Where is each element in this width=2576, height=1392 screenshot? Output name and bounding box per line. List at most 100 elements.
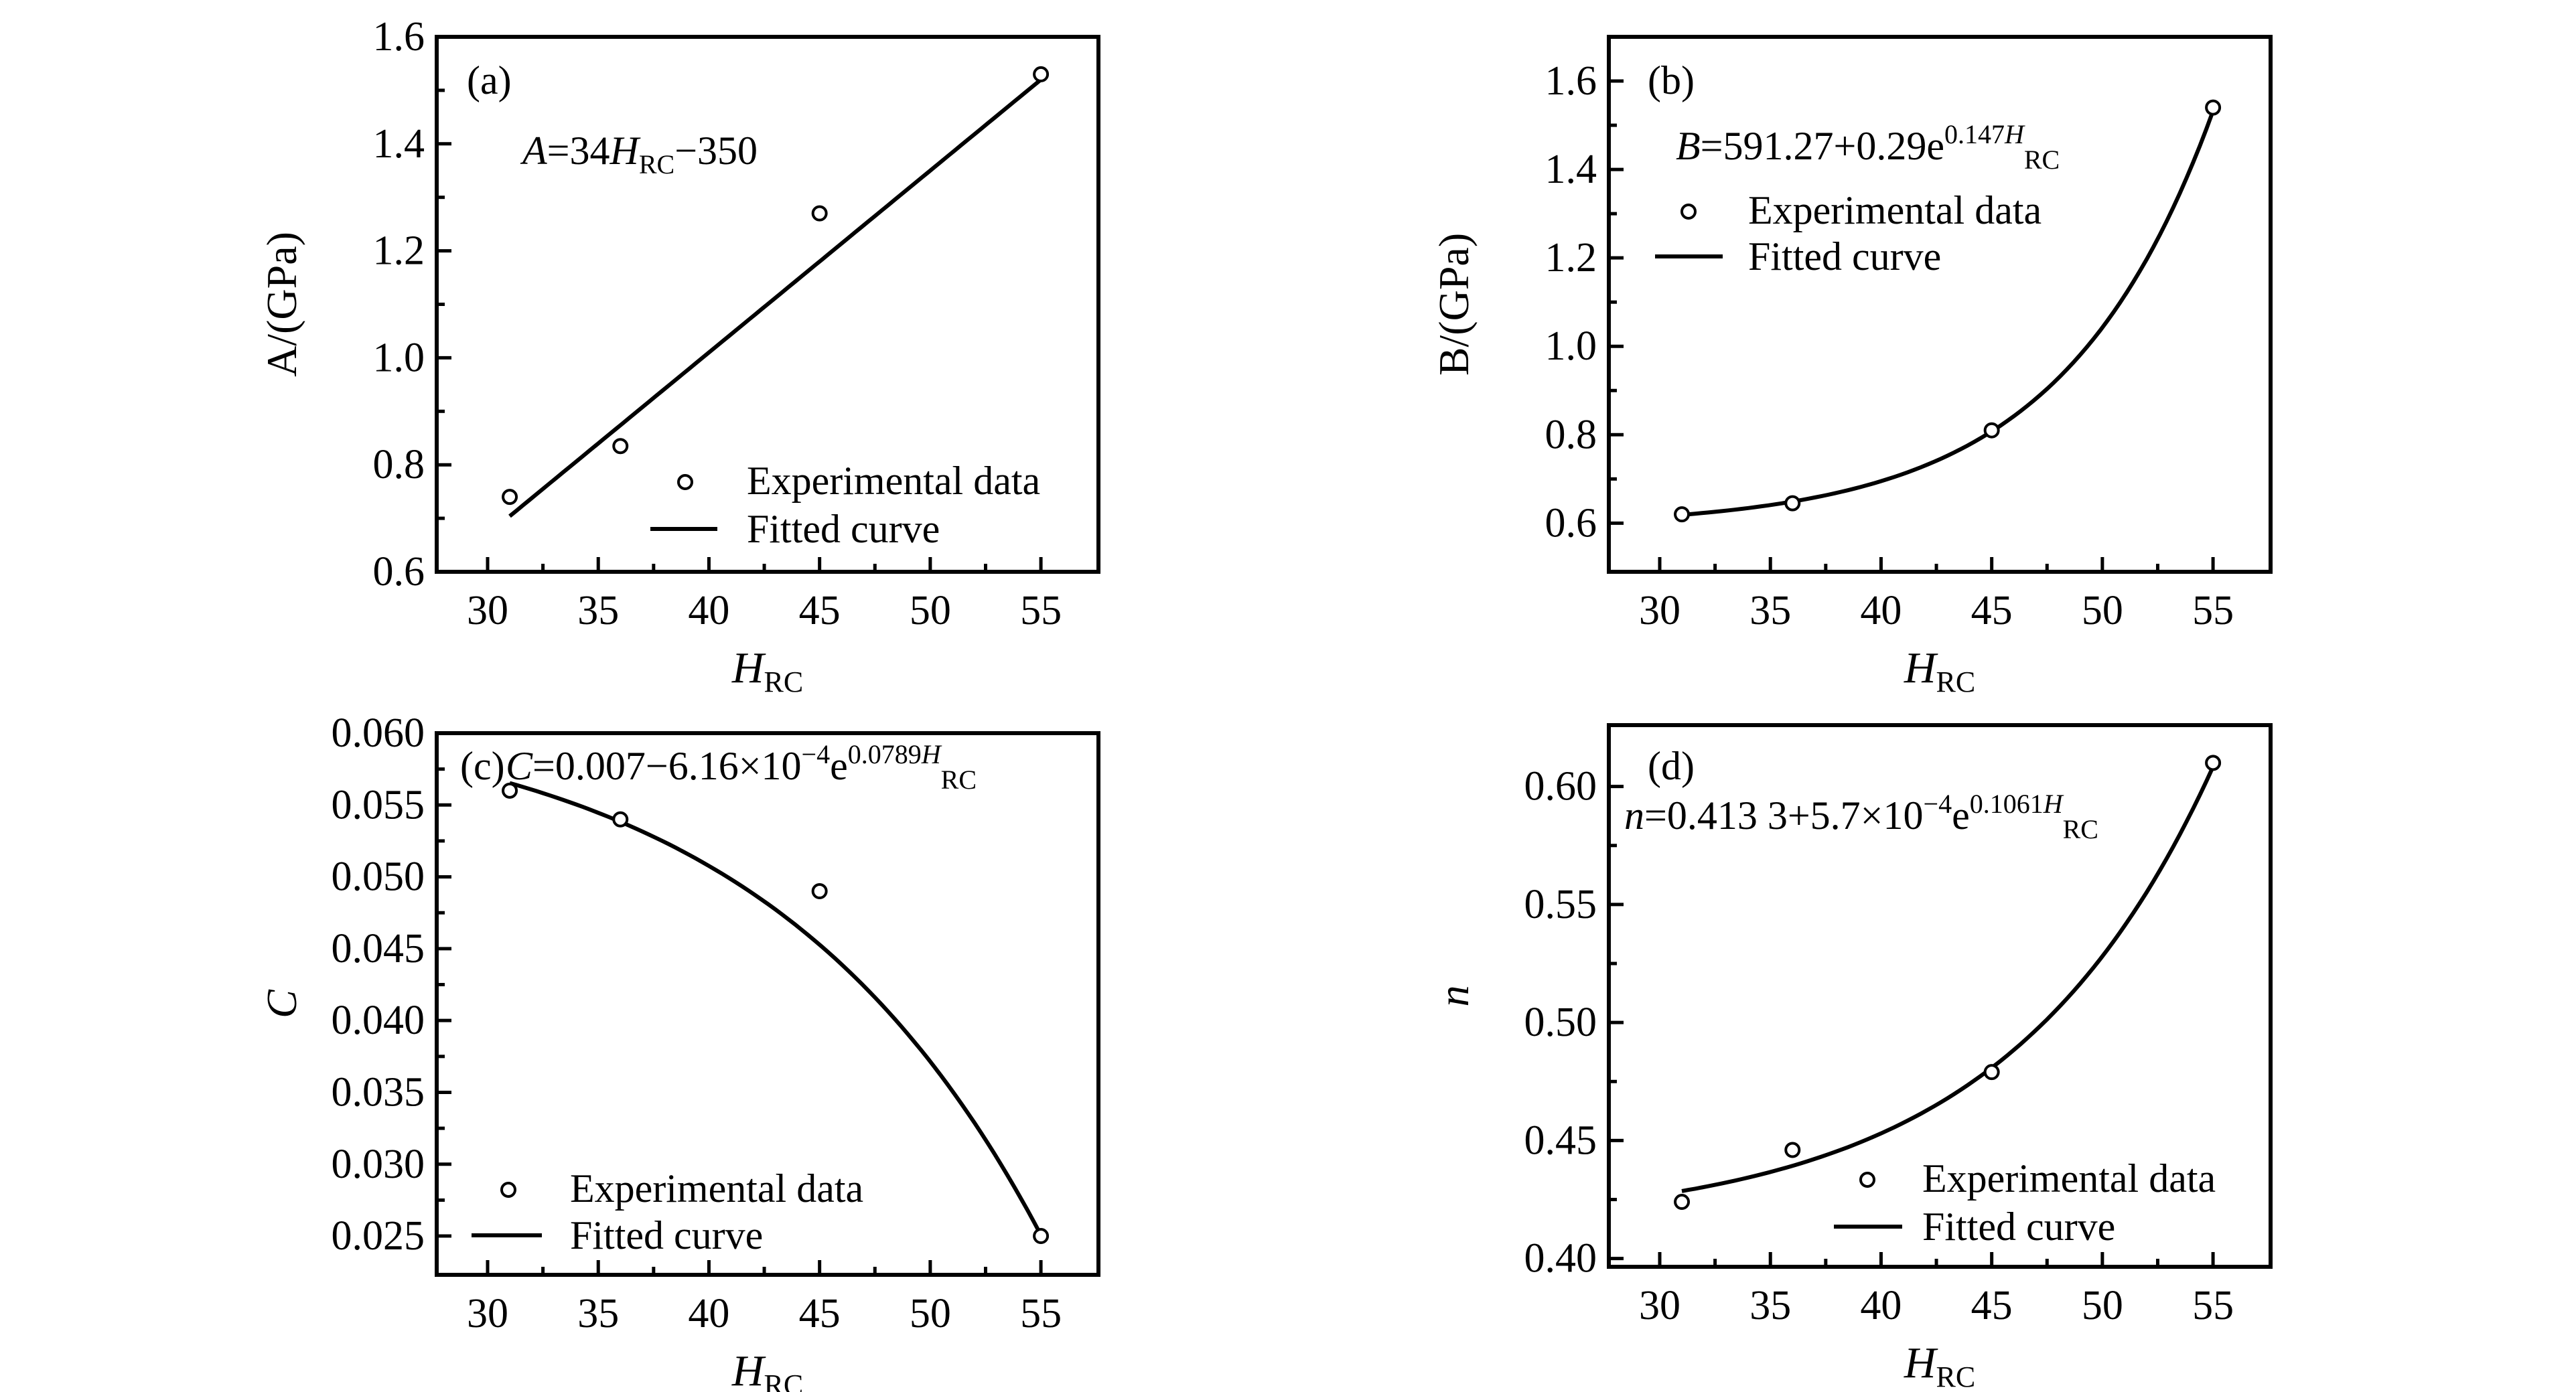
equation-part: =591.27+0.29e xyxy=(1701,124,1944,168)
x-tick-label: 35 xyxy=(577,1291,619,1336)
fitted-curve xyxy=(1681,110,2215,517)
panel-label: (b) xyxy=(1648,58,1695,102)
x-tick-label: 40 xyxy=(688,588,729,633)
y-tick-label: 0.60 xyxy=(1524,764,1597,809)
legend-label-fitted: Fitted curve xyxy=(570,1213,763,1257)
x-tick-label: 45 xyxy=(1971,588,2013,633)
x-tick-label: 40 xyxy=(1860,1283,1902,1328)
y-tick-label: 1.4 xyxy=(373,121,425,167)
x-tick-label: 30 xyxy=(467,1291,508,1336)
equation-part: =0.007−6.16×10 xyxy=(532,744,802,788)
x-axis-label-sub: RC xyxy=(764,1369,803,1392)
equation-part: H xyxy=(921,739,942,769)
equation-part: RC xyxy=(2063,814,2098,844)
equation-part: n xyxy=(1624,793,1644,838)
y-tick-label: 1.6 xyxy=(373,14,425,60)
x-tick-label: 55 xyxy=(2192,1283,2234,1328)
x-axis-label-main: H xyxy=(731,1346,766,1392)
x-tick-label: 55 xyxy=(1020,588,1062,633)
experimental-data-point xyxy=(502,489,518,506)
y-tick-label: 0.025 xyxy=(332,1213,425,1259)
equation-part: e xyxy=(1952,793,1970,838)
experimental-data-point xyxy=(502,782,518,799)
y-tick-label: 1.4 xyxy=(1545,147,1597,192)
equation-part: =34 xyxy=(547,129,610,173)
fitted-curve xyxy=(1681,765,2215,1193)
equation-part: H xyxy=(2004,119,2025,149)
equation-part: H xyxy=(610,129,642,173)
experimental-data-point xyxy=(1983,1064,2000,1081)
fit-equation: n=0.413 3+5.7×10−4e0.1061HRC xyxy=(1624,789,2098,844)
legend-marker-experimental xyxy=(677,474,693,490)
plot-frame xyxy=(435,731,1100,1277)
y-tick-label: 0.8 xyxy=(1545,412,1597,457)
x-tick-label: 40 xyxy=(688,1291,729,1336)
x-tick-label: 55 xyxy=(2192,588,2234,633)
x-axis-label: HRC xyxy=(731,1346,803,1392)
experimental-data-point xyxy=(612,438,629,455)
y-tick-label: 1.2 xyxy=(373,228,425,274)
y-tick-label: 1.6 xyxy=(1545,58,1597,104)
fitted-curve xyxy=(509,781,1043,1237)
x-tick-label: 35 xyxy=(1749,1283,1791,1328)
legend-label-experimental: Experimental data xyxy=(1748,188,2042,232)
y-tick-label: 0.030 xyxy=(332,1142,425,1187)
x-axis-label-main: H xyxy=(731,643,766,692)
y-tick-label: 1.2 xyxy=(1545,235,1597,281)
plot-frame xyxy=(1607,723,2273,1269)
y-tick-label: 0.50 xyxy=(1524,1000,1597,1045)
legend-label-experimental: Experimental data xyxy=(570,1166,863,1211)
panel-label: (c) xyxy=(460,744,505,788)
x-tick-label: 50 xyxy=(910,588,951,633)
experimental-data-point xyxy=(612,811,629,828)
equation-part: 0.0789 xyxy=(848,739,922,769)
experimental-data-point xyxy=(1784,495,1801,512)
equation-part: −350 xyxy=(674,129,758,173)
experimental-data-point xyxy=(811,205,828,222)
experimental-data-point xyxy=(1033,66,1050,82)
x-tick-label: 30 xyxy=(1639,1283,1680,1328)
experimental-data-point xyxy=(1674,1194,1691,1211)
x-axis-label-main: H xyxy=(1904,1338,1938,1387)
y-tick-label: 0.6 xyxy=(1545,500,1597,546)
x-axis-label-main: H xyxy=(1904,643,1938,692)
legend-label-experimental: Experimental data xyxy=(747,459,1040,503)
panel-label: (a) xyxy=(467,58,512,102)
x-tick-label: 35 xyxy=(1749,588,1791,633)
experimental-data-point xyxy=(1674,506,1691,523)
y-tick-label: 0.035 xyxy=(332,1069,425,1115)
equation-part: B xyxy=(1676,124,1701,168)
legend-marker-experimental xyxy=(1859,1172,1875,1188)
x-tick-label: 50 xyxy=(2082,588,2123,633)
x-tick-label: 30 xyxy=(1639,588,1680,633)
y-tick-label: 0.060 xyxy=(332,710,425,756)
equation-part: e xyxy=(830,744,848,788)
y-tick-label: 0.6 xyxy=(373,549,425,595)
equation-part: −4 xyxy=(802,739,831,769)
equation-part: 0.1061 xyxy=(1970,789,2044,819)
equation-part: A xyxy=(520,129,547,173)
x-tick-label: 40 xyxy=(1860,588,1902,633)
equation-part: RC xyxy=(2024,145,2060,175)
experimental-data-point xyxy=(2205,99,2222,116)
fitted-curve xyxy=(508,78,1043,518)
legend-label-experimental: Experimental data xyxy=(1922,1156,2216,1201)
x-axis-label: HRC xyxy=(1904,643,1975,698)
x-tick-label: 45 xyxy=(1971,1283,2013,1328)
y-tick-label: 0.8 xyxy=(373,442,425,487)
y-tick-label: 0.55 xyxy=(1524,882,1597,927)
equation-part: H xyxy=(2043,789,2064,819)
legend-label-fitted: Fitted curve xyxy=(1748,234,1941,279)
legend-marker-experimental xyxy=(500,1182,516,1198)
y-tick-label: 1.0 xyxy=(373,335,425,380)
x-axis-label: HRC xyxy=(1904,1338,1975,1392)
equation-part: RC xyxy=(639,149,674,179)
x-tick-label: 45 xyxy=(799,588,841,633)
y-axis-label: C xyxy=(258,989,305,1018)
x-axis-label-sub: RC xyxy=(764,666,803,698)
x-tick-label: 50 xyxy=(2082,1283,2123,1328)
x-tick-label: 35 xyxy=(577,588,619,633)
x-axis-label-sub: RC xyxy=(1936,1361,1975,1392)
fit-equation: A=34HRC−350 xyxy=(520,129,758,179)
